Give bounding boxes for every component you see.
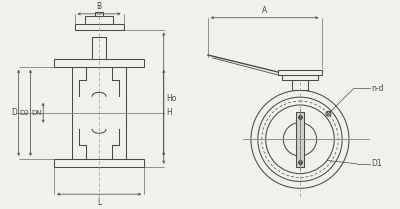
- Bar: [54, 59, 144, 67]
- Bar: [85, 16, 113, 24]
- Text: L: L: [97, 198, 101, 207]
- Bar: [54, 159, 144, 167]
- Text: D2: D2: [20, 110, 30, 116]
- Bar: [74, 24, 124, 29]
- Text: A: A: [262, 6, 267, 15]
- Text: H: H: [167, 108, 172, 117]
- Text: B: B: [96, 2, 102, 11]
- Text: DN: DN: [32, 110, 42, 116]
- Bar: [278, 70, 322, 75]
- Text: n-d: n-d: [372, 84, 384, 93]
- Text: Ho: Ho: [167, 94, 177, 103]
- Bar: [282, 75, 318, 80]
- Bar: [296, 112, 304, 167]
- Bar: [292, 80, 308, 90]
- Text: D1: D1: [372, 159, 382, 168]
- Bar: [95, 12, 103, 16]
- Text: D: D: [11, 108, 17, 117]
